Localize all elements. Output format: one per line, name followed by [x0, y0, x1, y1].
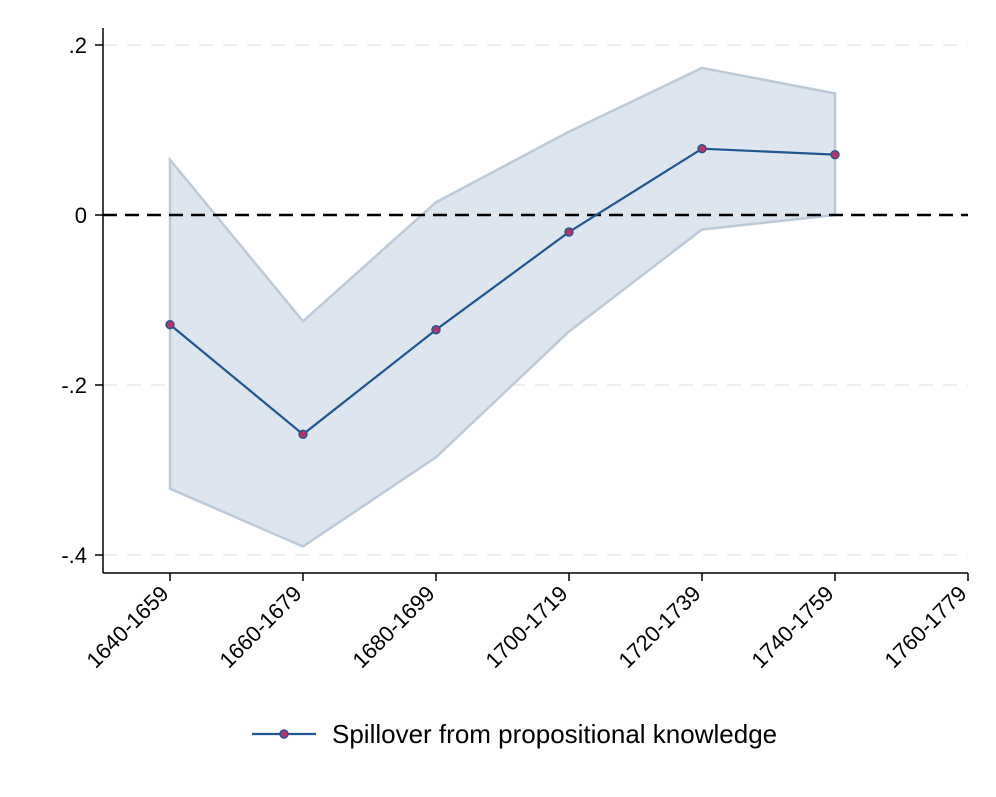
x-tick-label: 1640-1659 [81, 581, 173, 673]
legend-label: Spillover from propositional knowledge [332, 719, 777, 749]
series-marker-layer [165, 143, 840, 439]
x-tick-labels: 1640-1659 1660-1679 1680-1699 1700-1719 1720… [81, 581, 971, 673]
data-point [564, 227, 574, 237]
x-tick-label: 1700-1719 [480, 581, 572, 673]
y-tick-label: -.4 [61, 543, 87, 568]
x-tick-label: 1760-1779 [879, 581, 971, 673]
x-tick-label: 1720-1739 [613, 581, 705, 673]
y-tick-label: 0 [75, 203, 87, 228]
x-tick-label: 1680-1699 [347, 581, 439, 673]
y-tick-labels: .2 0 -.2 -.4 [61, 33, 87, 568]
data-point [165, 319, 175, 330]
legend: Spillover from propositional knowledge [252, 719, 777, 749]
y-tick-label: .2 [69, 33, 87, 58]
data-point [431, 325, 441, 335]
x-tick-label: 1740-1759 [746, 581, 838, 673]
axes [95, 28, 969, 581]
confidence-band [168, 66, 837, 548]
series-line-layer [169, 147, 836, 436]
legend-marker-swatch [279, 729, 289, 739]
series-line [169, 147, 836, 436]
confidence-band-layer [168, 66, 837, 548]
data-point [830, 149, 840, 160]
data-point [298, 429, 308, 439]
data-point [697, 143, 707, 154]
x-tick-label: 1660-1679 [214, 581, 306, 673]
y-tick-label: -.2 [61, 373, 87, 398]
